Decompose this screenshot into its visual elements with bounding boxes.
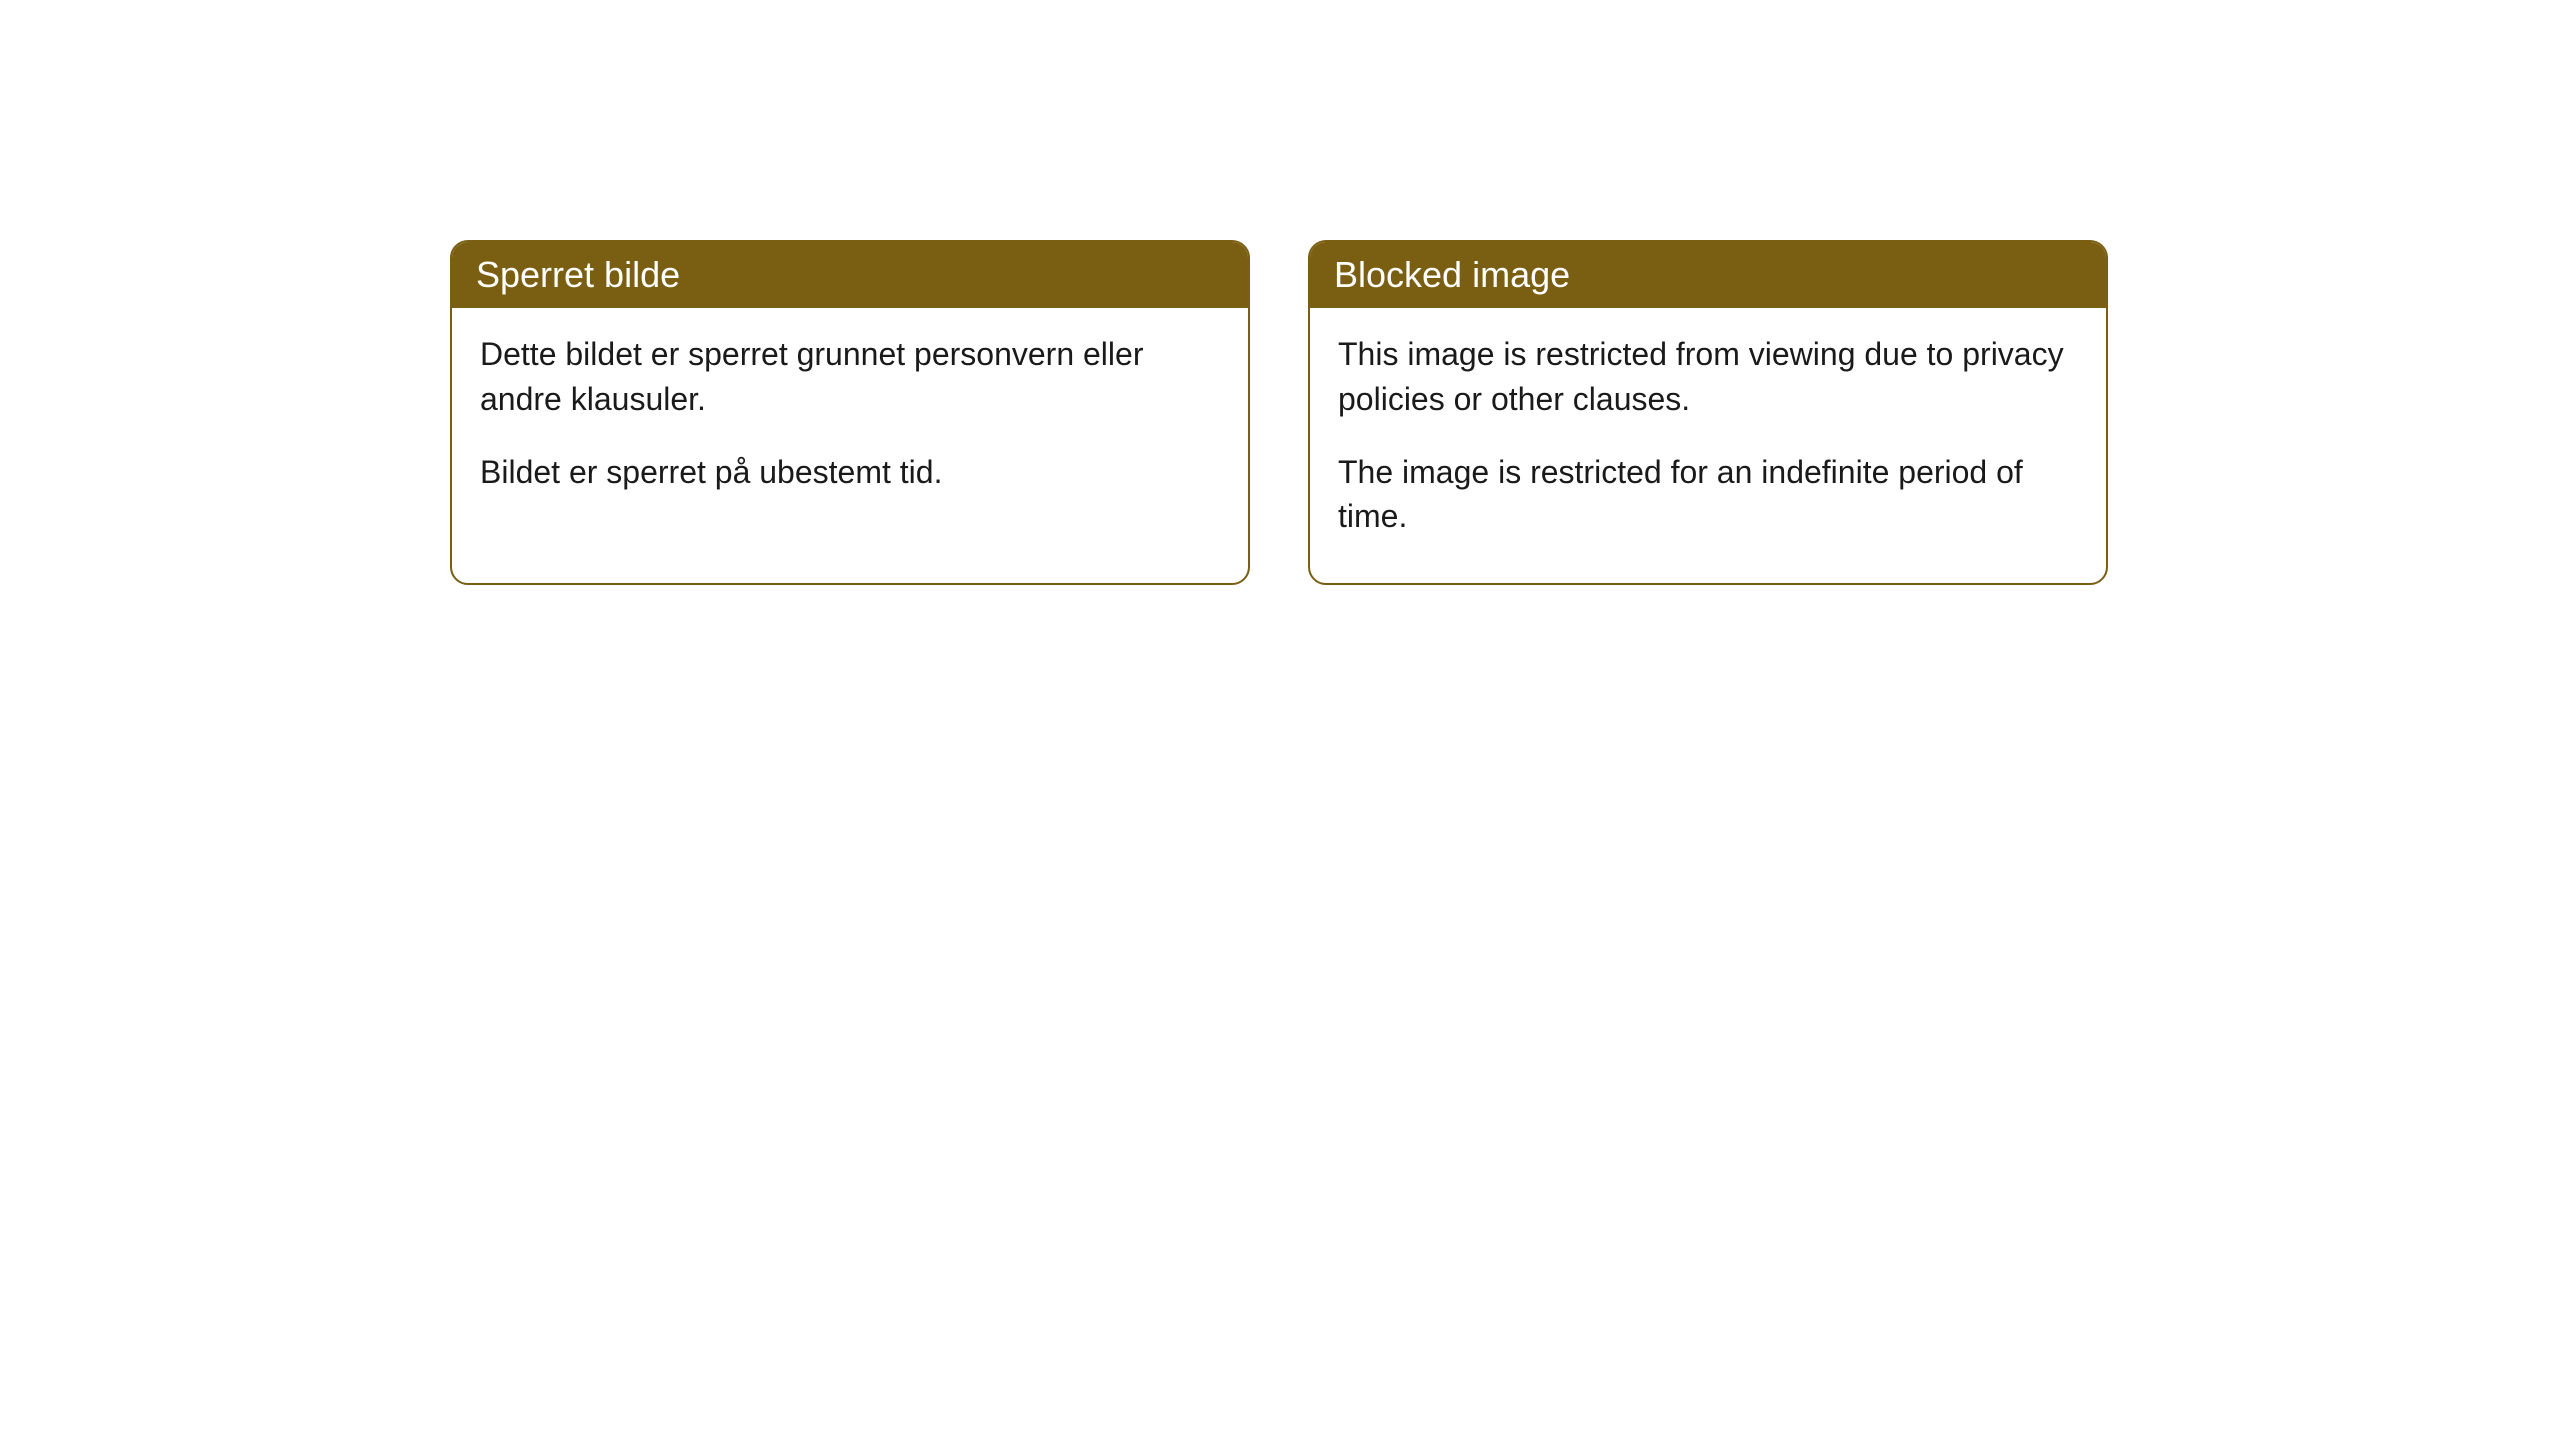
blocked-image-card-norwegian: Sperret bilde Dette bildet er sperret gr… xyxy=(450,240,1250,585)
card-paragraph: Dette bildet er sperret grunnet personve… xyxy=(480,332,1220,422)
card-header: Blocked image xyxy=(1310,242,2106,308)
card-header: Sperret bilde xyxy=(452,242,1248,308)
card-body: Dette bildet er sperret grunnet personve… xyxy=(452,308,1248,538)
card-title: Blocked image xyxy=(1334,254,1570,295)
card-title: Sperret bilde xyxy=(476,254,680,295)
card-paragraph: This image is restricted from viewing du… xyxy=(1338,332,2078,422)
card-body: This image is restricted from viewing du… xyxy=(1310,308,2106,583)
cards-container: Sperret bilde Dette bildet er sperret gr… xyxy=(450,240,2560,585)
card-paragraph: Bildet er sperret på ubestemt tid. xyxy=(480,450,1220,495)
blocked-image-card-english: Blocked image This image is restricted f… xyxy=(1308,240,2108,585)
card-paragraph: The image is restricted for an indefinit… xyxy=(1338,450,2078,540)
